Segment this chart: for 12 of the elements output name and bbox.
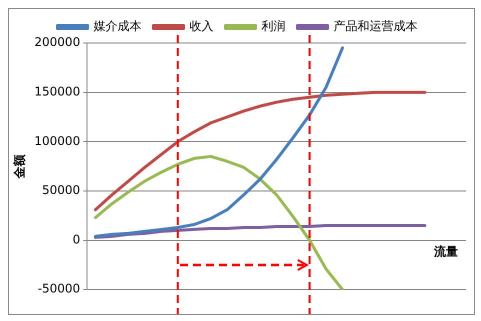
y-tick-label: 100000: [34, 134, 80, 148]
legend-label: 利润: [262, 19, 286, 34]
y-tick-label: 50000: [42, 183, 80, 198]
y-tick-label: -50000: [38, 282, 80, 296]
legend-label: 收入: [190, 19, 214, 34]
y-tick-label: 150000: [34, 84, 80, 98]
y-tick-label: 0: [72, 232, 80, 246]
y-axis-title: 金额: [12, 153, 26, 180]
legend-label: 产品和运营成本: [334, 19, 418, 34]
y-tick-label: 200000: [34, 35, 80, 50]
x-axis-title: 流量: [433, 244, 458, 258]
legend-label: 媒介成本: [94, 19, 142, 34]
